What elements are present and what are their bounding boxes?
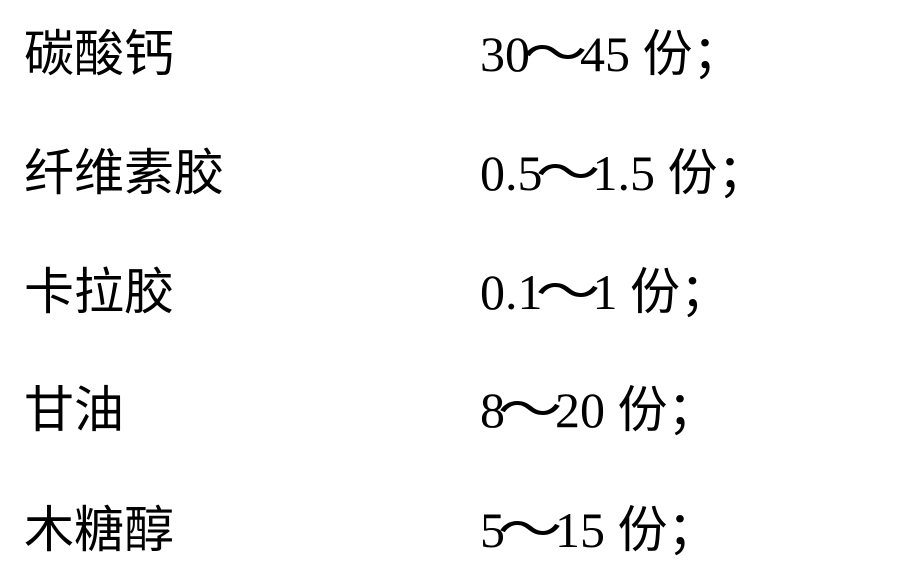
ingredient-name: 纤维素胶 [24, 133, 224, 205]
range-tilde: ～ [535, 133, 600, 205]
ingredient-amount: 30～45 份； [480, 14, 743, 86]
range-tilde: ～ [523, 14, 588, 86]
amount-min: 0.1 [480, 264, 543, 320]
amount-unit: 份 [630, 264, 680, 320]
ingredients-table: 碳酸钙 30～45 份； 纤维素胶 0.5～1.5 份； 卡拉胶 0.1～1 份… [0, 0, 917, 583]
amount-unit: 份 [618, 382, 668, 438]
ingredient-amount: 0.5～1.5 份； [480, 133, 768, 205]
amount-unit: 份 [668, 145, 718, 201]
ingredient-amount: 0.1～1 份； [480, 252, 730, 324]
amount-unit: 份 [618, 502, 668, 558]
amount-max: 1.5 [593, 145, 656, 201]
ingredient-name: 甘油 [24, 370, 124, 442]
ingredient-name: 木糖醇 [24, 490, 174, 562]
ingredient-amount: 8～20 份； [480, 370, 718, 442]
row-punct: ； [693, 26, 743, 82]
range-tilde: ～ [498, 490, 563, 562]
amount-space [618, 264, 631, 320]
ingredient-amount: 5～15 份； [480, 490, 718, 562]
ingredient-name: 碳酸钙 [24, 14, 174, 86]
amount-unit: 份 [643, 26, 693, 82]
amount-max: 45 [580, 26, 630, 82]
amount-space [605, 502, 618, 558]
amount-max: 15 [555, 502, 605, 558]
amount-space [605, 382, 618, 438]
amount-min: 0.5 [480, 145, 543, 201]
range-tilde: ～ [498, 370, 563, 442]
row-punct: ； [718, 145, 768, 201]
row-punct: ； [680, 264, 730, 320]
range-tilde: ～ [535, 252, 600, 324]
ingredient-name: 卡拉胶 [24, 252, 174, 324]
amount-space [655, 145, 668, 201]
row-punct: ； [668, 382, 718, 438]
amount-space [630, 26, 643, 82]
amount-max: 20 [555, 382, 605, 438]
row-punct: ； [668, 502, 718, 558]
